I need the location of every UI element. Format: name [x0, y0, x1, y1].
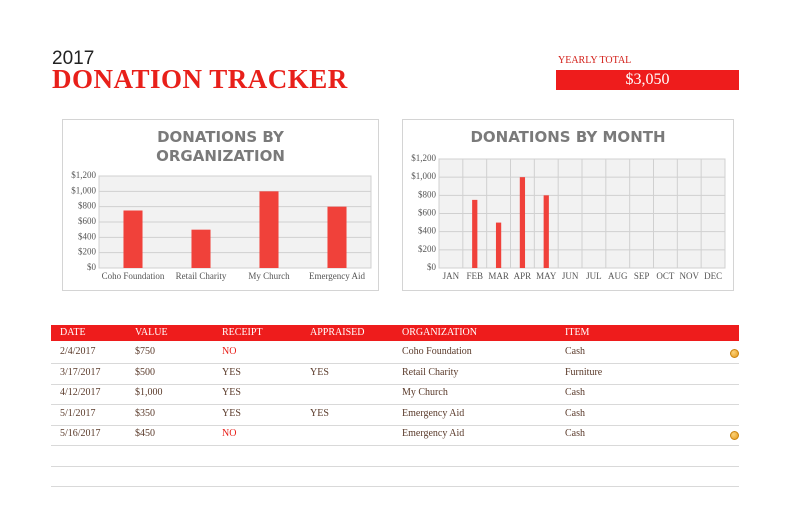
table-cell: 3/17/2017: [60, 366, 101, 378]
bar: [472, 199, 478, 268]
bar: [519, 177, 526, 268]
y-tick-label: $200: [418, 244, 437, 254]
y-tick-label: $400: [418, 226, 437, 236]
x-tick-label: Coho Foundation: [102, 271, 165, 281]
y-tick-label: $200: [78, 247, 97, 257]
x-tick-label: JUL: [586, 271, 602, 281]
table-cell: YES: [222, 387, 241, 398]
chart-card: DONATIONS BY MONTH $0 $200 $400 $600 $800 $1,…: [402, 119, 734, 291]
x-tick-label: OCT: [656, 271, 675, 281]
total-label: YEARLY TOTAL: [558, 55, 632, 66]
chart: $0 $200 $400 $600 $800 $1,000 $1,200 Coho Found…: [71, 170, 372, 281]
row-divider: [51, 486, 739, 487]
x-tick-label: JAN: [443, 271, 460, 281]
bar: [543, 195, 549, 268]
x-tick-label: SEP: [634, 271, 650, 281]
table-cell: Emergency Aid: [402, 407, 465, 419]
y-tick-label: $800: [78, 201, 97, 211]
column-header: RECEIPT: [222, 327, 263, 338]
row-divider: [51, 424, 739, 426]
row-divider: [51, 404, 739, 405]
table-cell: Cash: [565, 346, 585, 357]
year: 2017: [52, 48, 95, 69]
table-cell: Coho Foundation: [402, 346, 472, 357]
y-tick-label: $1,200: [71, 170, 96, 180]
y-tick-label: $600: [78, 216, 97, 226]
column-header: DATE: [60, 327, 86, 338]
table-cell: $750: [135, 346, 155, 357]
y-tick-label: $1,200: [411, 153, 436, 163]
table-cell: My Church: [402, 387, 448, 398]
table-cell: Cash: [565, 387, 585, 398]
x-tick-label: FEB: [466, 271, 483, 281]
bar: [191, 229, 211, 268]
column-header: APPRAISED: [310, 327, 365, 338]
column-header: VALUE: [135, 327, 168, 338]
y-tick-label: $1,000: [71, 185, 96, 195]
table-cell: YES: [222, 407, 241, 419]
table-cell: 2/4/2017: [60, 346, 96, 357]
y-tick-label: $0: [427, 262, 437, 272]
table-cell: $500: [135, 366, 155, 378]
x-tick-label: NOV: [680, 271, 700, 281]
x-tick-label: AUG: [608, 271, 628, 281]
row-divider: [51, 383, 739, 385]
y-tick-label: $1,000: [411, 171, 436, 181]
x-tick-label: APR: [514, 271, 532, 281]
x-tick-label: MAY: [536, 271, 557, 281]
table-cell: Cash: [565, 407, 585, 419]
flag-icon: [730, 349, 739, 358]
table-cell: Furniture: [565, 366, 603, 378]
x-tick-label: My Church: [248, 271, 290, 281]
column-header: ITEM: [565, 327, 590, 338]
flag-icon: [730, 431, 739, 440]
x-tick-label: MAR: [488, 271, 509, 281]
table-cell: YES: [310, 366, 329, 378]
x-tick-label: JUN: [562, 271, 579, 281]
bar: [123, 210, 143, 268]
chart-title: DONATIONS BY ORGANIZATION: [156, 128, 285, 165]
bar: [495, 222, 502, 268]
page-title: DONATION TRACKER: [52, 64, 348, 94]
column-header: ORGANIZATION: [402, 327, 477, 338]
table-cell: $450: [135, 428, 155, 439]
chart: $0 $200 $400 $600 $800 $1,000 $1,200 JAN FEB MAR A…: [411, 153, 726, 281]
table-cell: NO: [222, 428, 237, 439]
y-tick-label: $800: [418, 189, 437, 199]
table-cell: YES: [310, 407, 329, 419]
row-divider: [51, 465, 739, 467]
table-cell: $1,000: [135, 387, 163, 398]
table-cell: 4/12/2017: [60, 387, 101, 398]
x-tick-label: Emergency Aid: [309, 271, 366, 281]
table-cell: 5/1/2017: [60, 407, 96, 419]
row-divider: [51, 363, 739, 364]
chart-title: DONATIONS BY MONTH: [470, 128, 666, 146]
row-divider: [51, 445, 739, 446]
bar: [327, 206, 347, 268]
y-tick-label: $400: [78, 231, 97, 241]
y-tick-label: $0: [87, 262, 97, 272]
total-value: $3,050: [556, 70, 739, 90]
table-cell: Retail Charity: [402, 366, 459, 378]
chart-card: DONATIONS BY ORGANIZATION $0 $200 $400 $600…: [62, 119, 379, 291]
table-cell: $350: [135, 407, 155, 419]
table-cell: Cash: [565, 428, 585, 439]
x-tick-label: DEC: [704, 271, 722, 281]
table-cell: YES: [222, 366, 241, 378]
table-header: DATE VALUE RECEIPT APPRAISED ORGANIZATION ITE…: [51, 325, 739, 341]
table-cell: NO: [222, 346, 237, 357]
table-cell: Emergency Aid: [402, 428, 465, 439]
table-cell: 5/16/2017: [60, 428, 101, 439]
x-tick-label: Retail Charity: [176, 271, 227, 281]
bar: [259, 191, 279, 268]
y-tick-label: $600: [418, 208, 437, 218]
